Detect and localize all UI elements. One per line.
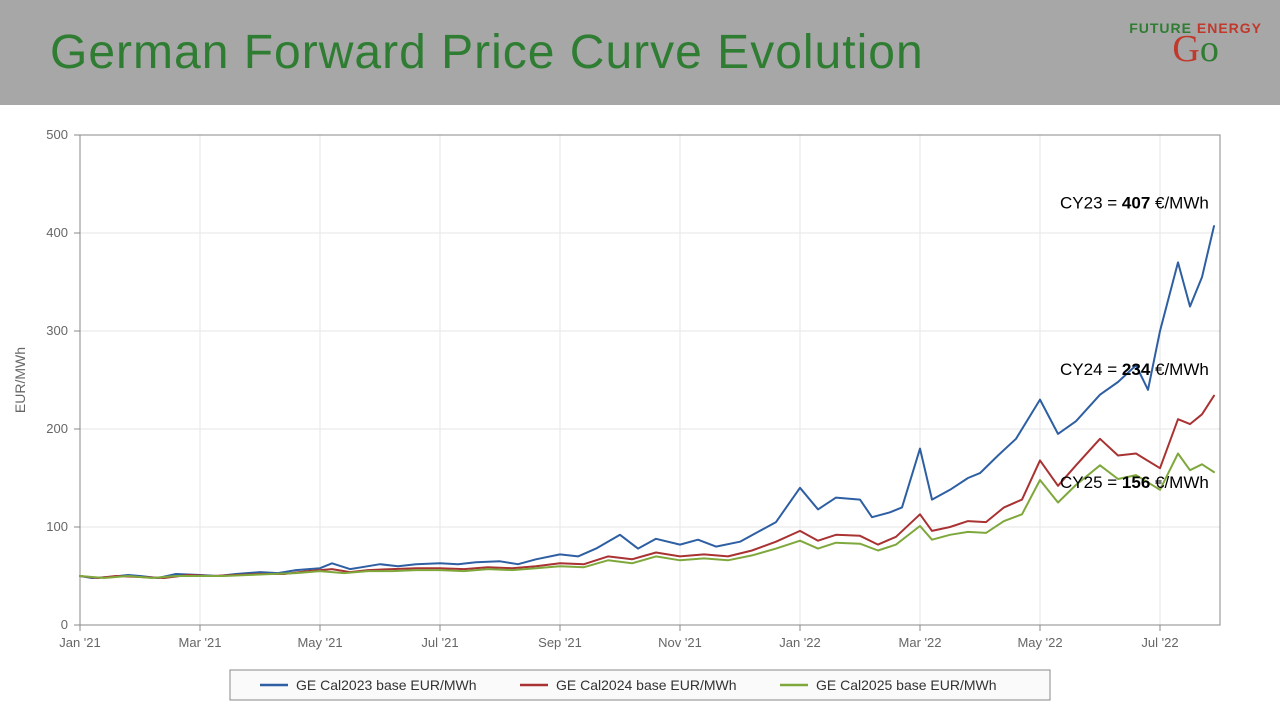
- svg-text:May '22: May '22: [1017, 635, 1062, 650]
- svg-text:300: 300: [46, 323, 68, 338]
- svg-text:200: 200: [46, 421, 68, 436]
- svg-text:Jul '21: Jul '21: [421, 635, 458, 650]
- svg-text:May '21: May '21: [297, 635, 342, 650]
- chart-container: 0 100 200 300 400 500 Jan '21 Mar '21 May '21 Jul…: [0, 105, 1280, 720]
- svg-text:Sep '21: Sep '21: [538, 635, 582, 650]
- svg-text:500: 500: [46, 127, 68, 142]
- logo-go: Go: [1129, 32, 1262, 66]
- logo-letter-o: o: [1200, 28, 1219, 70]
- svg-text:Mar '22: Mar '22: [899, 635, 942, 650]
- legend-label: GE Cal2023 base EUR/MWh: [296, 677, 477, 693]
- annotation: CY25 = 156 €/MWh: [1060, 473, 1209, 492]
- legend-label: GE Cal2024 base EUR/MWh: [556, 677, 737, 693]
- annotation: CY23 = 407 €/MWh: [1060, 194, 1209, 213]
- svg-text:EUR/MWh: EUR/MWh: [12, 347, 28, 413]
- svg-text:Nov '21: Nov '21: [658, 635, 702, 650]
- svg-text:400: 400: [46, 225, 68, 240]
- svg-text:Mar '21: Mar '21: [179, 635, 222, 650]
- svg-text:0: 0: [61, 617, 68, 632]
- header-bar: German Forward Price Curve Evolution FUT…: [0, 0, 1280, 105]
- legend-label: GE Cal2025 base EUR/MWh: [816, 677, 997, 693]
- svg-text:Jan '22: Jan '22: [779, 635, 821, 650]
- logo-letter-g: G: [1172, 28, 1199, 70]
- annotation: CY24 = 234 €/MWh: [1060, 360, 1209, 379]
- svg-text:Jan '21: Jan '21: [59, 635, 101, 650]
- line-chart: 0 100 200 300 400 500 Jan '21 Mar '21 May '21 Jul…: [0, 105, 1280, 720]
- page-title: German Forward Price Curve Evolution: [50, 25, 924, 80]
- svg-text:Jul '22: Jul '22: [1141, 635, 1178, 650]
- svg-text:100: 100: [46, 519, 68, 534]
- logo: FUTURE ENERGY Go: [1129, 20, 1262, 66]
